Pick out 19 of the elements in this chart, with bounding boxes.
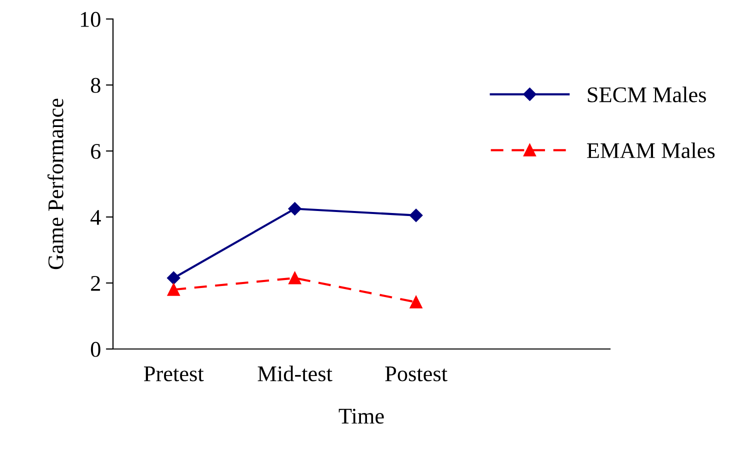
y-axis-title: Game Performance	[47, 98, 64, 270]
legend-label: SECM Males	[588, 86, 706, 102]
x-tick-label: Postest	[385, 366, 448, 382]
point	[288, 202, 302, 216]
y-tick-label: 10	[80, 12, 100, 27]
y-tick-label: 8	[90, 78, 100, 93]
point	[410, 296, 422, 308]
x-tick-label: Mid-test	[258, 366, 332, 382]
x-axis-title: Time	[338, 408, 384, 424]
point	[167, 271, 180, 285]
y-tick-label: 4	[90, 210, 101, 225]
point	[167, 283, 180, 296]
point	[409, 208, 423, 222]
y-tick-label: 0	[90, 342, 100, 357]
point	[288, 272, 302, 284]
x-tick-label: Pretest	[144, 366, 204, 382]
legend-label: EMAM Males	[587, 142, 715, 158]
y-tick-label: 6	[91, 144, 101, 159]
y-tick-label: 2	[91, 276, 100, 291]
